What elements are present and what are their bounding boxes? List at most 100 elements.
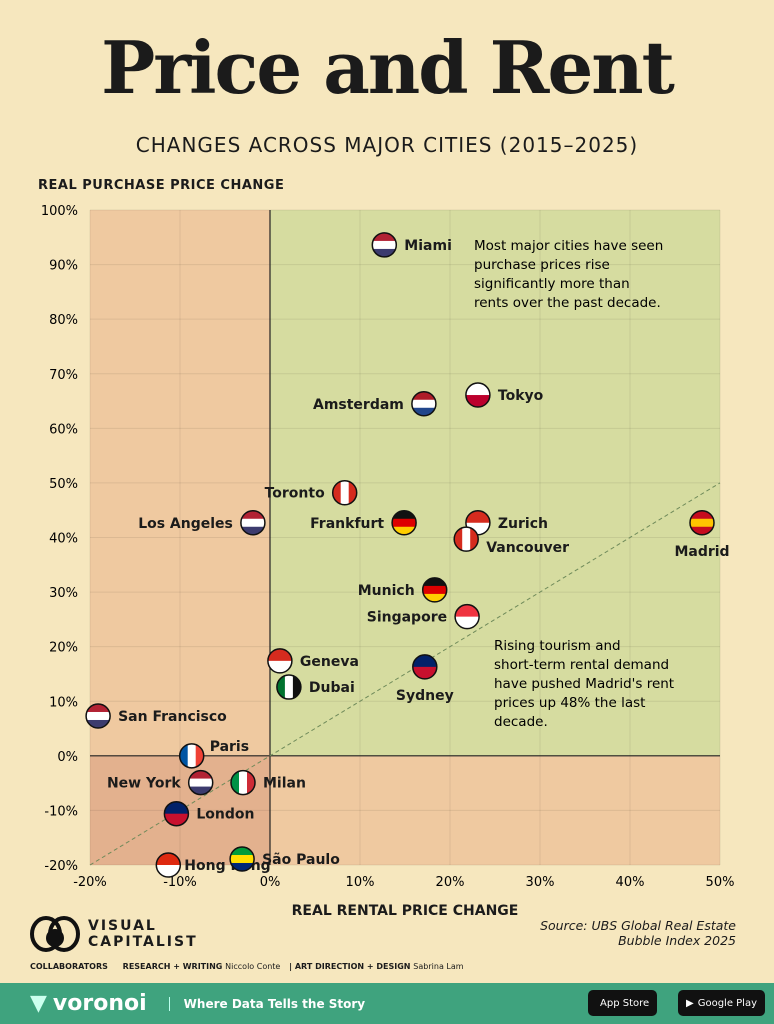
annotation-text: rents over the past decade. [474,295,661,311]
flag-stripe [247,770,255,795]
flag-stripe [86,711,111,721]
city-label: Munich [358,583,415,599]
city-label: New York [107,776,181,792]
city-label: Hong Kong [184,858,270,874]
voronoi-text: voronoi [52,991,147,1016]
tagline: Where Data Tells the Story [168,996,365,1011]
google-play-button[interactable]: ▶ Google Play [678,990,765,1016]
flag-stripe [465,395,490,408]
flag-stripe [422,593,447,602]
flag-border [689,510,715,536]
y-tick-label: 40% [49,532,78,547]
collab-label: COLLABORATORS [30,962,108,971]
au-flag-icon [412,654,437,679]
flag-stripe [372,232,397,242]
collaborators: COLLABORATORS RESEARCH + WRITING Niccolo… [30,962,464,971]
es-flag-icon [690,510,714,535]
gb-flag-icon [164,801,189,826]
annotation-text: Most major cities have seen [474,238,663,254]
x-axis-label: REAL RENTAL PRICE CHANGE [291,903,519,919]
flag-border [421,577,448,603]
voronoi-logo[interactable]: ▼ voronoi [30,991,147,1016]
x-tick-label: 20% [436,875,465,890]
flag-stripe [188,786,213,795]
city-label: Geneva [300,654,359,670]
city-label: Sydney [396,688,454,704]
city-point-singapore: Singapore [367,603,480,630]
google-play-label: Google Play [697,997,757,1009]
jp-flag-icon [465,383,490,408]
city-label: Amsterdam [313,397,404,413]
x-tick-label: 10% [346,875,375,890]
flag-border [155,852,182,878]
flag-border [178,743,205,769]
flag-border [240,510,266,536]
flag-border [454,603,480,630]
it-flag-icon [231,770,255,795]
flag-stripe [392,518,417,528]
flag-border [465,382,491,408]
app-store-button[interactable]: App Store [588,990,658,1016]
city-point-tokyo: Tokyo [465,382,544,408]
city-label: Madrid [674,544,729,560]
us-flag-icon [188,770,213,795]
y-tick-label: 30% [49,586,78,601]
y-tick-label: -10% [44,804,78,819]
city-label: Milan [263,776,306,792]
flag-stripe [284,675,294,700]
parity-line [89,482,721,866]
flag-stripe [239,770,248,795]
play-icon: ▶ [686,997,694,1009]
annotation-text: purchase prices rise [474,257,610,273]
flag-stripe [86,719,111,728]
flag-border [411,391,437,417]
y-axis-label: REAL PURCHASE PRICE CHANGE [38,178,285,193]
city-point-amsterdam: Amsterdam [313,391,437,417]
us-flag-icon [240,510,265,535]
flag-stripe [422,577,447,587]
flag-stripe [230,862,255,871]
flag-border [267,648,293,674]
y-tick-label: 50% [49,477,78,492]
city-label: London [196,807,254,823]
us-flag-icon [86,703,111,728]
city-label: Paris [210,739,249,755]
y-tick-label: 0% [57,750,78,765]
flag-border [230,769,256,796]
flag-border [453,526,479,552]
y-tick-label: 10% [49,695,78,710]
flag-stripe [156,865,181,877]
flag-stripe [156,853,181,866]
flag-stripe [411,391,436,401]
city-point-munich: Munich [358,577,448,603]
flag-stripe [462,527,471,552]
annotation-text: prices up 48% the last [494,695,645,711]
flag-stripe [465,383,490,396]
flag-border [391,510,417,536]
city-point-zurich: Zurich [465,510,548,536]
logo-text: VISUAL CAPITALIST [88,918,198,950]
ch-flag-icon [267,648,292,673]
source: Source: UBS Global Real Estate Bubble In… [540,918,736,948]
flag-stripe [348,480,357,505]
flag-stripe [267,660,292,673]
annotation-text: Rising tourism and [494,638,621,654]
y-tick-label: 60% [49,422,78,437]
flag-border [371,232,398,258]
hk-flag-icon [156,853,181,877]
flag-stripe [411,399,436,409]
flag-stripe [188,778,213,788]
de-flag-icon [422,577,447,602]
flag-stripe [240,526,265,535]
annotation-text: short-term rental demand [494,657,669,673]
flag-stripe [372,240,397,250]
flag-stripe [188,770,213,780]
ca-flag-icon [332,480,357,505]
fr-flag-icon [179,743,204,768]
city-point-miami: Miami [371,232,452,258]
city-label: Toronto [265,486,325,502]
flag-stripe [164,813,189,826]
city-label: Los Angeles [138,516,233,532]
city-label: Tokyo [498,388,544,404]
x-tick-label: 50% [706,875,735,890]
